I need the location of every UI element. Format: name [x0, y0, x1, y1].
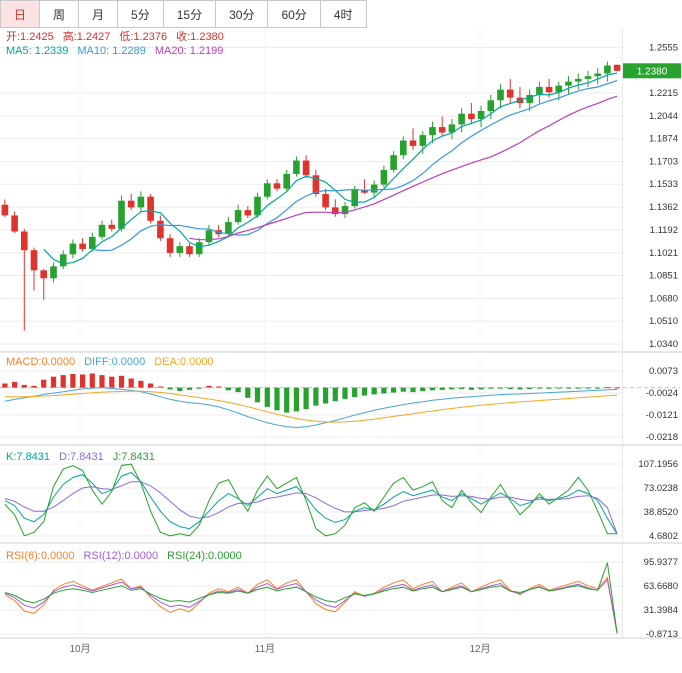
svg-text:31.3984: 31.3984 — [644, 605, 678, 616]
timeframe-button-1[interactable]: 日 — [0, 0, 41, 28]
svg-text:1.0851: 1.0851 — [649, 271, 678, 282]
ma-lines — [43, 72, 618, 265]
timeframe-button-5[interactable]: 15分 — [162, 0, 217, 28]
svg-text:1.1703: 1.1703 — [649, 157, 678, 168]
svg-text:1.0340: 1.0340 — [649, 339, 678, 350]
svg-text:1.0680: 1.0680 — [649, 293, 678, 304]
timeframe-button-2[interactable]: 周 — [39, 0, 80, 28]
svg-text:-0.8713: -0.8713 — [646, 629, 678, 640]
svg-text:1.1192: 1.1192 — [650, 225, 678, 236]
timeframe-button-3[interactable]: 月 — [78, 0, 119, 28]
svg-text:1.1874: 1.1874 — [649, 134, 678, 145]
svg-text:38.8520: 38.8520 — [644, 507, 678, 518]
svg-text:1.2555: 1.2555 — [649, 42, 678, 53]
x-axis-labels: 10月 11月 12月 — [69, 643, 490, 655]
rsi-panel — [4, 562, 618, 634]
svg-text:1.1533: 1.1533 — [649, 179, 678, 190]
kdj-panel — [4, 463, 618, 537]
timeframe-button-4[interactable]: 5分 — [117, 0, 164, 28]
svg-text:12月: 12月 — [469, 643, 490, 655]
svg-text:107.1956: 107.1956 — [638, 459, 678, 470]
svg-text:95.9377: 95.9377 — [644, 557, 678, 568]
timeframe-button-6[interactable]: 30分 — [215, 0, 269, 28]
gridlines — [0, 28, 622, 638]
panel-separators — [0, 28, 682, 639]
svg-text:1.2044: 1.2044 — [649, 111, 678, 122]
svg-text:1.1021: 1.1021 — [649, 248, 678, 259]
svg-text:-0.0024: -0.0024 — [646, 388, 678, 399]
svg-text:1.2215: 1.2215 — [649, 88, 678, 99]
svg-text:-0.0218: -0.0218 — [646, 432, 678, 443]
svg-text:10月: 10月 — [69, 643, 90, 655]
svg-text:4.6802: 4.6802 — [649, 531, 678, 542]
svg-text:1.0510: 1.0510 — [649, 316, 678, 327]
svg-text:1.2380: 1.2380 — [637, 66, 668, 77]
timeframe-toolbar: 日周月 5分 15分 30分 60分 4时 — [0, 0, 682, 28]
svg-text:-0.0121: -0.0121 — [646, 410, 678, 421]
y-axis-labels: 1.2555 1.2215 1.2044 1.1874 1.1703 1.1533 1.13… — [638, 42, 678, 640]
macd-panel — [0, 373, 680, 429]
timeframe-button-7[interactable]: 60分 — [267, 0, 321, 28]
svg-text:0.0073: 0.0073 — [649, 366, 678, 377]
price-chart-svg[interactable]: 1.2555 1.2215 1.2044 1.1874 1.1703 1.1533 1.13… — [0, 28, 682, 673]
chart-area[interactable]: 1.2555 1.2215 1.2044 1.1874 1.1703 1.1533 1.13… — [0, 28, 682, 673]
svg-text:63.6680: 63.6680 — [644, 581, 678, 592]
candles — [1, 61, 621, 331]
price-badge: 1.2380 — [623, 63, 681, 79]
svg-text:1.1362: 1.1362 — [649, 202, 678, 213]
svg-text:73.0238: 73.0238 — [644, 483, 678, 494]
svg-text:11月: 11月 — [255, 643, 275, 655]
timeframe-button-8[interactable]: 4时 — [319, 0, 367, 28]
